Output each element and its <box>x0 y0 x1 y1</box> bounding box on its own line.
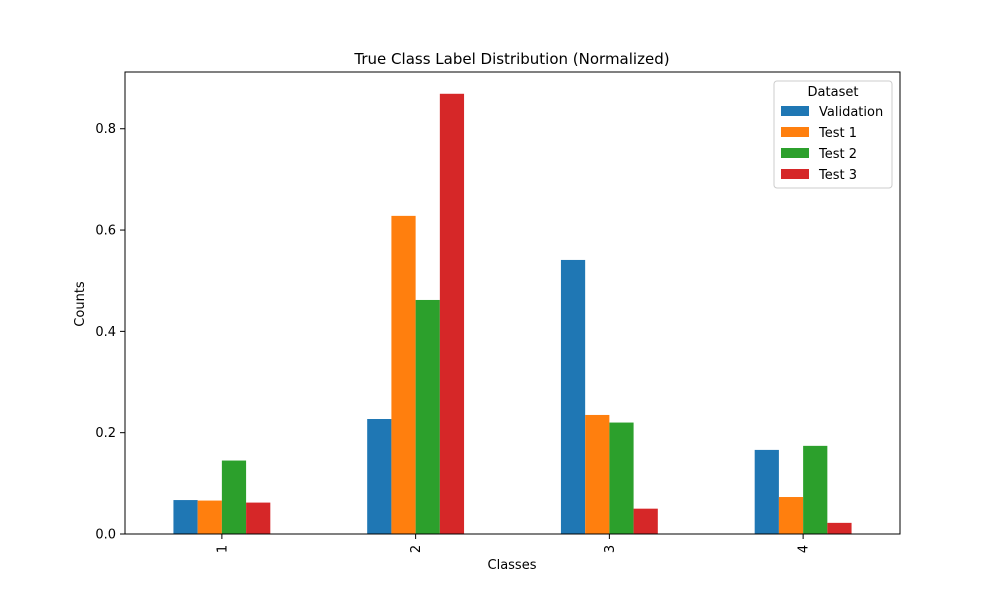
bar-validation-class-4 <box>754 449 779 534</box>
bar-test-3-class-3 <box>633 508 658 534</box>
y-tick-label: 0.8 <box>95 122 116 137</box>
legend: Dataset Validation Test 1 Test 2 Test 3 <box>773 80 893 189</box>
y-tick-label: 0.0 <box>95 528 116 543</box>
x-tick-label: 1 <box>215 545 230 553</box>
x-tick-label: 3 <box>603 545 618 553</box>
x-axis-label: Classes <box>488 558 537 573</box>
bar-test-2-class-3 <box>609 422 634 534</box>
legend-items: Validation Test 1 Test 2 Test 3 <box>781 105 883 183</box>
y-tick-label: 0.6 <box>95 224 116 239</box>
legend-swatch <box>781 127 809 137</box>
bar-test-3-class-1 <box>246 502 271 534</box>
bar-validation-class-2 <box>367 419 392 534</box>
legend-swatch <box>781 106 809 116</box>
chart-title: True Class Label Distribution (Normalize… <box>353 50 669 68</box>
bar-test-3-class-4 <box>827 522 852 534</box>
x-tick-label: 4 <box>797 545 812 553</box>
bars-group <box>173 93 852 535</box>
bar-validation-class-1 <box>173 500 198 534</box>
y-axis: 0.0 0.2 0.4 0.6 0.8 <box>95 122 125 543</box>
bar-test-1-class-4 <box>778 497 804 534</box>
bar-validation-class-3 <box>560 259 586 534</box>
bar-test-2-class-2 <box>415 299 440 534</box>
plot-area-frame <box>124 71 901 535</box>
legend-entry-label: Test 3 <box>818 168 857 183</box>
bar-test-3-class-2 <box>439 93 465 534</box>
bar-test-2-class-4 <box>803 445 828 534</box>
y-tick-label: 0.4 <box>95 325 116 340</box>
y-tick-label: 0.2 <box>95 426 116 441</box>
x-tick-label: 2 <box>409 545 424 553</box>
legend-entry-label: Validation <box>819 105 883 120</box>
bar-test-2-class-1 <box>221 460 247 534</box>
legend-swatch <box>781 148 809 158</box>
bar-test-1-class-2 <box>391 215 416 535</box>
bar-test-1-class-1 <box>197 500 222 534</box>
legend-entry-label: Test 2 <box>818 147 857 162</box>
bar-test-1-class-3 <box>585 414 610 534</box>
legend-swatch <box>781 169 809 179</box>
legend-entry-label: Test 1 <box>818 126 857 141</box>
x-axis: 1 2 3 4 <box>215 534 812 553</box>
y-axis-label: Counts <box>73 281 88 327</box>
legend-title: Dataset <box>808 85 859 100</box>
